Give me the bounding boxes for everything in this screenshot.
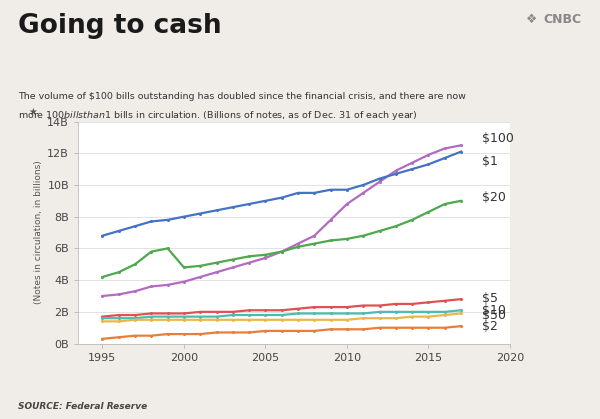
Text: The volume of $100 bills outstanding has doubled since the financial crisis, and: The volume of $100 bills outstanding has… [18, 92, 466, 101]
Text: $2: $2 [482, 321, 498, 334]
Text: $10: $10 [482, 304, 506, 317]
Text: ★: ★ [28, 107, 37, 117]
Text: $50: $50 [482, 309, 506, 322]
Text: $100: $100 [482, 132, 514, 145]
Text: more $100 bills than $1 bills in circulation. (Billions of notes, as of Dec. 31 : more $100 bills than $1 bills in circula… [18, 109, 418, 122]
Text: SOURCE: Federal Reserve: SOURCE: Federal Reserve [18, 402, 147, 411]
Text: $1: $1 [482, 155, 498, 168]
Y-axis label: (Notes in circulation, in billions): (Notes in circulation, in billions) [34, 160, 43, 305]
Text: Going to cash: Going to cash [18, 13, 221, 39]
Text: $20: $20 [482, 191, 506, 204]
Text: $5: $5 [482, 292, 498, 305]
Text: CNBC: CNBC [544, 13, 582, 26]
Text: ❖: ❖ [526, 13, 537, 26]
